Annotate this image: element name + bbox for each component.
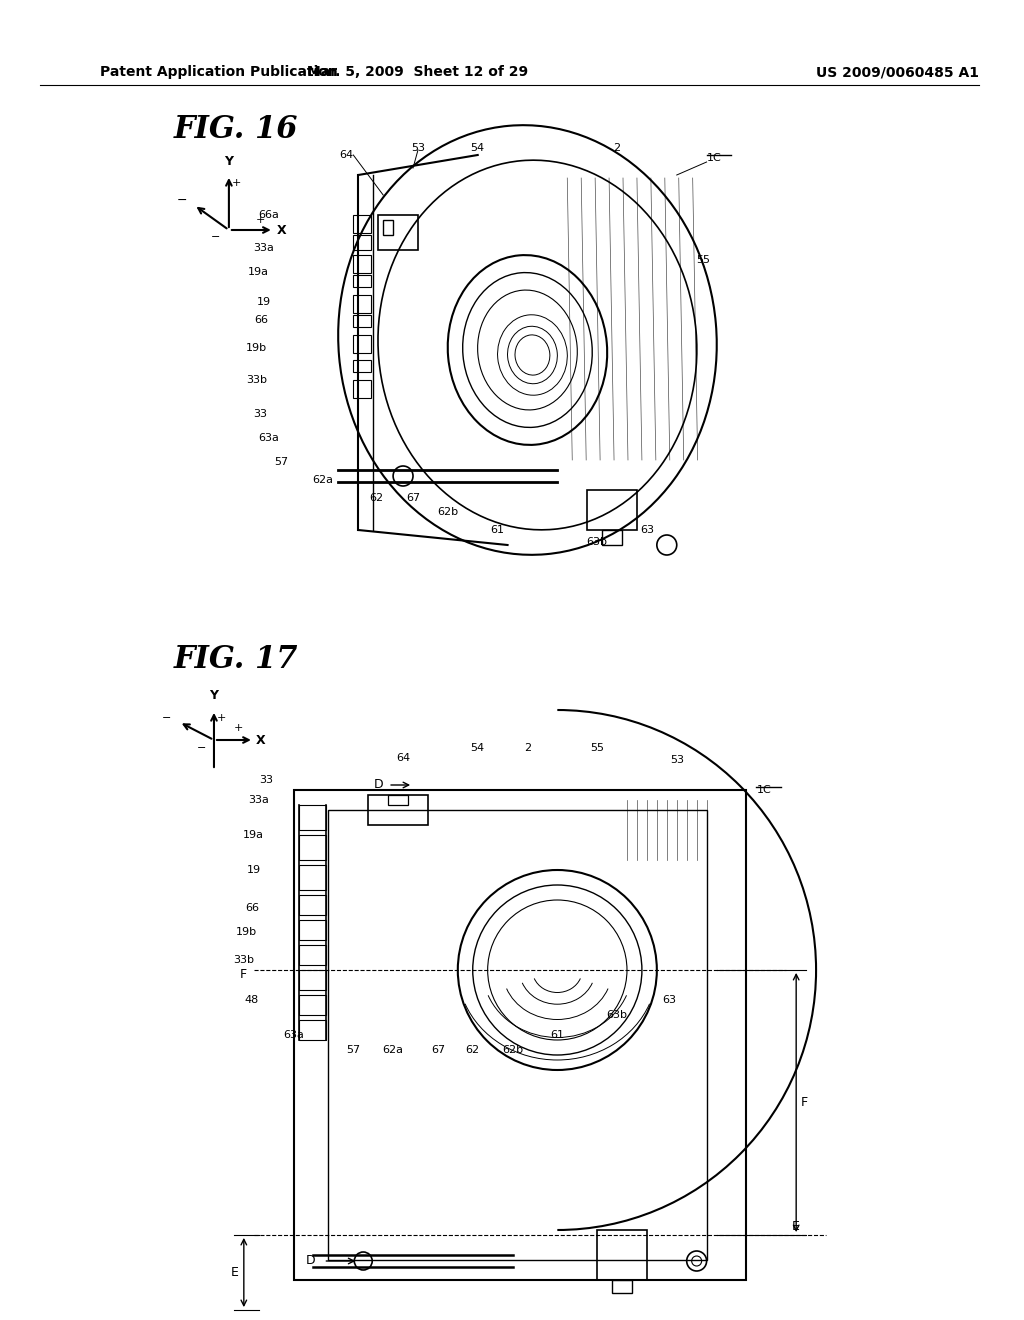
Text: 33a: 33a — [248, 795, 268, 805]
Bar — [353, 315, 372, 327]
Text: D: D — [374, 779, 383, 792]
Bar — [602, 531, 622, 545]
Bar — [299, 895, 327, 915]
Text: US 2009/0060485 A1: US 2009/0060485 A1 — [816, 65, 979, 79]
Text: +: + — [217, 713, 226, 723]
Text: 64: 64 — [396, 752, 411, 763]
Text: FIG. 17: FIG. 17 — [174, 644, 299, 676]
Text: 63b: 63b — [606, 1010, 627, 1020]
Text: 53: 53 — [411, 143, 425, 153]
Text: 19: 19 — [247, 865, 261, 875]
Text: Y: Y — [224, 154, 233, 168]
Bar — [299, 970, 327, 990]
Text: 53: 53 — [670, 755, 684, 766]
Text: +: + — [256, 215, 265, 224]
Bar — [388, 795, 408, 805]
Text: 57: 57 — [346, 1045, 360, 1055]
Bar — [299, 805, 327, 830]
Text: 62b: 62b — [437, 507, 459, 517]
Text: 64: 64 — [339, 150, 353, 160]
Bar — [587, 490, 637, 531]
Text: F: F — [240, 969, 247, 982]
Text: 54: 54 — [471, 743, 484, 752]
Bar — [353, 275, 372, 286]
Text: 62a: 62a — [312, 475, 334, 484]
Text: 63b: 63b — [587, 537, 607, 546]
Text: 33: 33 — [260, 775, 273, 785]
Text: 54: 54 — [471, 143, 484, 153]
Bar — [353, 255, 372, 273]
Bar — [612, 1280, 632, 1294]
Bar — [353, 235, 372, 249]
Text: E: E — [793, 1221, 800, 1233]
Text: 62: 62 — [466, 1045, 480, 1055]
Text: 19: 19 — [257, 297, 270, 308]
Text: X: X — [256, 734, 265, 747]
Text: +: + — [234, 723, 244, 733]
Bar — [299, 1020, 327, 1040]
Text: 1C: 1C — [707, 153, 721, 162]
Text: 33a: 33a — [253, 243, 273, 253]
Text: +: + — [231, 178, 242, 187]
Text: 67: 67 — [431, 1045, 445, 1055]
Bar — [329, 810, 707, 1261]
Text: X: X — [276, 223, 287, 236]
Text: −: − — [162, 713, 171, 723]
Bar — [353, 380, 372, 399]
Text: 1C: 1C — [757, 785, 771, 795]
Text: FIG. 16: FIG. 16 — [174, 115, 299, 145]
Bar — [353, 335, 372, 352]
Bar — [378, 215, 418, 249]
Bar — [353, 215, 372, 234]
Bar — [299, 995, 327, 1015]
Text: 61: 61 — [550, 1030, 564, 1040]
Text: 2: 2 — [613, 143, 621, 153]
Bar — [294, 789, 746, 1280]
Bar — [383, 220, 393, 235]
Text: 63: 63 — [663, 995, 677, 1005]
Text: 33: 33 — [253, 409, 266, 418]
Bar — [299, 865, 327, 890]
Text: 62: 62 — [369, 492, 383, 503]
Text: 2: 2 — [524, 743, 531, 752]
Text: 63a: 63a — [258, 433, 279, 444]
Bar — [299, 920, 327, 940]
Text: 19a: 19a — [243, 830, 264, 840]
Text: 57: 57 — [274, 457, 289, 467]
Text: 63: 63 — [640, 525, 654, 535]
Text: 62a: 62a — [383, 1045, 403, 1055]
Text: 62b: 62b — [502, 1045, 523, 1055]
Text: −: − — [197, 743, 206, 752]
Text: 48: 48 — [245, 995, 259, 1005]
Text: 19a: 19a — [248, 267, 268, 277]
Text: −: − — [211, 232, 220, 242]
Text: F: F — [801, 1096, 808, 1109]
Text: Patent Application Publication: Patent Application Publication — [99, 65, 337, 79]
Bar — [299, 836, 327, 861]
Text: 67: 67 — [406, 492, 420, 503]
Text: 55: 55 — [696, 255, 711, 265]
Bar — [353, 360, 372, 372]
Text: 66: 66 — [245, 903, 259, 913]
Text: 19b: 19b — [236, 927, 257, 937]
Bar — [369, 795, 428, 825]
Text: 61: 61 — [490, 525, 505, 535]
Text: 55: 55 — [590, 743, 604, 752]
Text: −: − — [176, 194, 187, 206]
Text: D: D — [306, 1254, 315, 1267]
Text: 33b: 33b — [246, 375, 266, 385]
Text: 63a: 63a — [284, 1030, 304, 1040]
Bar — [597, 1230, 647, 1280]
Bar — [299, 945, 327, 965]
Text: Y: Y — [210, 689, 218, 702]
Text: Mar. 5, 2009  Sheet 12 of 29: Mar. 5, 2009 Sheet 12 of 29 — [307, 65, 528, 79]
Text: E: E — [231, 1266, 239, 1279]
Text: 19b: 19b — [246, 343, 266, 352]
Text: 66a: 66a — [258, 210, 279, 220]
Text: 66: 66 — [255, 315, 268, 325]
Text: 33b: 33b — [232, 954, 254, 965]
Bar — [353, 294, 372, 313]
